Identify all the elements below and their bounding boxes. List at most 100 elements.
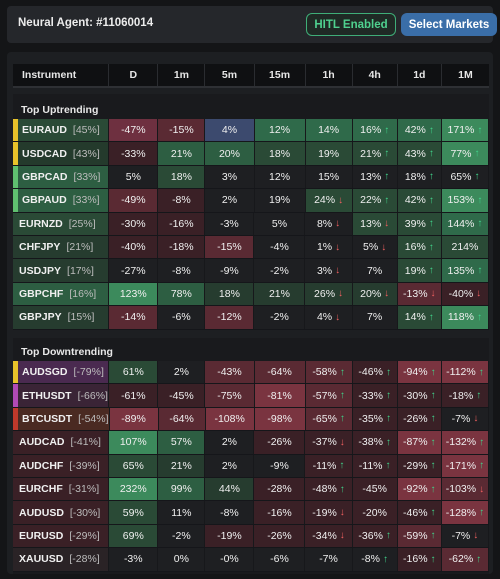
column-header-1h[interactable]: 1h: [306, 64, 353, 86]
table-row[interactable]: ETHUSDT-66%-61%-45%-75%-81%-57%↑-33%↑-30…: [13, 384, 489, 408]
cell-value: -61%: [121, 389, 146, 402]
cell-value: -33%: [358, 389, 383, 402]
table-row[interactable]: EURAUD45%-47%-15%4%12%14%16%↑42%↑171%↑: [13, 119, 489, 143]
value-cell-1d: 43% ↑: [397, 142, 442, 165]
cell-value: -26%: [267, 436, 292, 449]
arrow-up-icon: ↑: [428, 148, 434, 160]
column-header-1d[interactable]: 1d: [398, 64, 442, 86]
instrument-cell[interactable]: GBPJPY 15%: [13, 306, 110, 329]
table-row[interactable]: AUDCHF-39%65%21%2%-9%-11%↑-11%↑-29%↑-171…: [13, 454, 489, 478]
arrow-up-icon: ↑: [428, 241, 434, 253]
table-row[interactable]: USDJPY17%-27%-8%-9%-2%3%↓7%19%↑135%↑: [13, 259, 489, 283]
value-cell-1h: 26% ↓: [305, 282, 353, 306]
value-cell-5m: 44%: [205, 477, 255, 501]
column-header-4h[interactable]: 4h: [353, 64, 398, 86]
cell-value: 39%: [404, 217, 426, 230]
cell-value: 18%: [170, 170, 192, 183]
cell-value: 5%: [125, 170, 141, 183]
arrow-up-icon: ↑: [385, 390, 391, 402]
instrument-cell[interactable]: EURNZD 25%: [13, 212, 110, 235]
instrument-score: -30%: [70, 507, 100, 519]
column-header-1m[interactable]: 1m: [158, 64, 206, 86]
arrow-up-icon: ↑: [430, 483, 436, 495]
value-cell-1h: 1% ↓: [305, 235, 353, 259]
table-row[interactable]: USDCAD43%-33%21%20%18%19%21%↑43%↑77%↑: [13, 142, 489, 166]
value-cell-d: -3%: [109, 548, 159, 571]
value-cell-d: 61%: [109, 361, 159, 384]
table-row[interactable]: AUDCAD-41%107%57%2%-26%-37%↓-38%↑-87%↑-1…: [13, 431, 489, 455]
table-row[interactable]: BTCUSDT-54%-89%-64%-108%-98%-65%↑-35%↑-2…: [13, 407, 489, 432]
instrument-cell[interactable]: AUDSGD -79%: [13, 361, 110, 384]
arrow-down-icon: ↓: [473, 413, 479, 425]
cell-value: -58%: [312, 366, 337, 379]
cell-value: -98%: [267, 412, 292, 425]
cell-value: -29%: [403, 459, 428, 472]
value-cell-1d: 18% ↑: [397, 165, 442, 189]
table-row[interactable]: GBPCAD33%5%18%3%12%15%13%↑18%↑65%↑: [13, 165, 489, 190]
table-row[interactable]: XAUUSD-28%-3%0%-0%-6%-7%-8%↑-16%↑-62%↑: [13, 548, 489, 572]
table-row[interactable]: GBPAUD33%-49%-8%2%19%24%↓22%↑42%↑153%↑: [13, 189, 489, 213]
cell-value: -26%: [267, 529, 292, 542]
instrument-cell[interactable]: GBPCHF 16%: [13, 282, 110, 306]
arrow-down-icon: ↓: [381, 241, 387, 253]
value-cell-1d: -13% ↓: [397, 282, 442, 306]
value-cell-15m: -9%: [254, 454, 306, 477]
cell-value: 12%: [269, 170, 291, 183]
value-cell-15m: -2%: [254, 259, 306, 282]
cell-value: 4%: [316, 311, 333, 324]
table-row[interactable]: EURNZD25%-30%-16%-3%5%8%↓13%↓39%↑144%↑: [13, 212, 489, 236]
instrument-cell[interactable]: BTCUSDT -54%: [13, 407, 110, 431]
cell-value: -19%: [217, 529, 242, 542]
value-cell-4h: -8% ↑: [352, 548, 398, 571]
instrument-cell[interactable]: AUDCHF -39%: [13, 454, 110, 477]
value-cell-4h: 22% ↑: [352, 189, 398, 212]
column-header-instrument[interactable]: Instrument: [13, 64, 110, 86]
value-cell-1m: 214%: [441, 235, 489, 259]
arrow-up-icon: ↑: [385, 436, 391, 448]
value-cell-d: 65%: [109, 454, 159, 477]
instrument-cell[interactable]: AUDUSD -30%: [13, 501, 110, 524]
instrument-cell[interactable]: CHFJPY 21%: [13, 235, 110, 259]
hitl-enabled-button[interactable]: HITL Enabled: [306, 13, 396, 36]
arrow-up-icon: ↑: [479, 507, 485, 519]
instrument-cell[interactable]: GBPAUD 33%: [13, 189, 110, 212]
column-header-d[interactable]: D: [109, 64, 159, 86]
cell-value: 24%: [314, 194, 336, 207]
value-cell-5m: -0%: [205, 548, 255, 571]
table-row[interactable]: EURCHF-31%232%99%44%-28%-48%↑-45%-92%↑-1…: [13, 477, 489, 502]
value-cell-1h: 19%: [305, 142, 353, 165]
value-cell-4h: 13% ↑: [352, 165, 398, 189]
cell-value: -65%: [312, 412, 337, 425]
table-row[interactable]: GBPJPY15%-14%-6%-12%-2%4%↓7%14%↑118%↑: [13, 306, 489, 330]
value-cell-1h: -19% ↓: [305, 501, 353, 524]
instrument-cell[interactable]: XAUUSD -28%: [13, 548, 110, 571]
instrument-score: -39%: [69, 460, 99, 472]
instrument-cell[interactable]: USDJPY 17%: [13, 259, 110, 282]
table-row[interactable]: AUDUSD-30%59%11%-8%-16%-19%↓-20%-46%↑-12…: [13, 501, 489, 525]
value-cell-1m: -128% ↑: [441, 501, 489, 524]
column-header-15m[interactable]: 15m: [255, 64, 306, 86]
instrument-cell[interactable]: EURAUD 45%: [13, 119, 110, 142]
value-cell-1d: 16% ↑: [397, 235, 442, 259]
table-row[interactable]: EURUSD-29%69%-2%-19%-26%-34%↓-36%↑-59%↑-…: [13, 524, 489, 549]
instrument-cell[interactable]: GBPCAD 33%: [13, 165, 110, 189]
cell-value: -3%: [220, 217, 239, 230]
value-cell-5m: 2%: [205, 189, 255, 212]
arrow-down-icon: ↓: [384, 218, 390, 230]
table-row[interactable]: GBPCHF16%123%78%18%21%26%↓20%↓-13%↓-40%↓: [13, 282, 489, 307]
value-cell-1m: -45%: [158, 384, 206, 407]
cell-value: -49%: [121, 194, 146, 207]
select-markets-button[interactable]: Select Markets: [401, 13, 497, 36]
column-header-5m[interactable]: 5m: [205, 64, 255, 86]
value-cell-1m: 0%: [158, 548, 206, 571]
cell-value: -9%: [220, 264, 239, 277]
column-header-1m[interactable]: 1M: [458, 69, 473, 81]
table-row[interactable]: AUDSGD-79%61%2%-43%-64%-58%↑-46%↑-94%↑-1…: [13, 361, 489, 385]
instrument-cell[interactable]: AUDCAD -41%: [13, 431, 110, 454]
instrument-cell[interactable]: ETHUSDT -66%: [13, 384, 110, 407]
instrument-cell[interactable]: USDCAD 43%: [13, 142, 110, 165]
instrument-symbol: GBPJPY: [19, 311, 62, 324]
instrument-cell[interactable]: EURUSD -29%: [13, 524, 110, 548]
table-row[interactable]: CHFJPY21%-40%-18%-15%-4%1%↓5%↓16%↑214%: [13, 235, 489, 260]
instrument-cell[interactable]: EURCHF -31%: [13, 477, 110, 501]
